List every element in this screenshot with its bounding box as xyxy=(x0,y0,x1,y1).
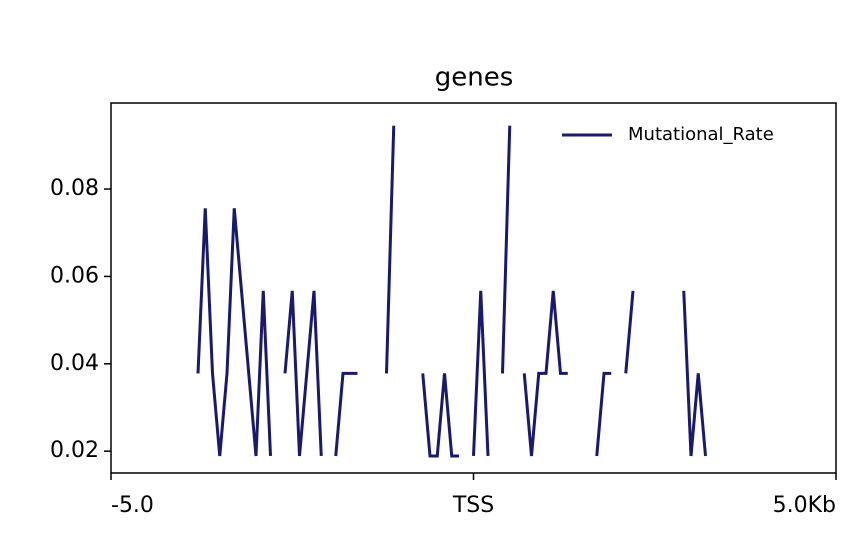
x-tick-label: 5.0Kb xyxy=(773,493,836,518)
y-tick-label: 0.02 xyxy=(50,438,99,463)
y-tick-label: 0.08 xyxy=(50,176,99,201)
data-line xyxy=(196,125,707,458)
y-tick-label: 0.06 xyxy=(50,263,99,288)
x-tick-label: TSS xyxy=(452,493,494,518)
plot-frame xyxy=(110,102,837,474)
y-tick-label: 0.04 xyxy=(50,351,99,376)
chart-title: genes xyxy=(435,63,514,93)
legend-label: Mutational_Rate xyxy=(628,124,774,145)
x-tick-label: -5.0 xyxy=(111,493,154,518)
